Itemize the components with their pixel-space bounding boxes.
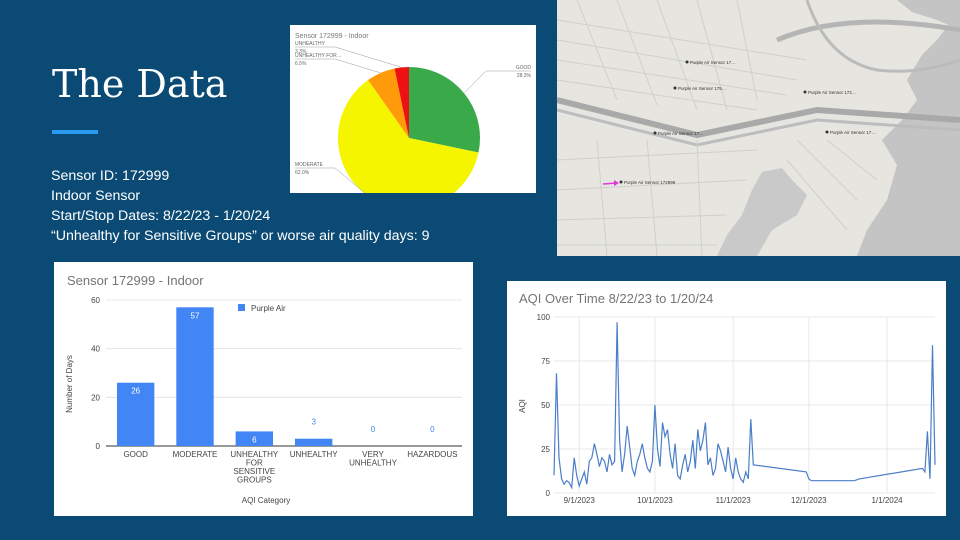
bar-x-tick-3: UNHEALTHY [290, 450, 339, 459]
bar-value-label-5: 0 [430, 425, 435, 434]
bar-x-tick-0: GOOD [123, 450, 148, 459]
line-x-tick: 1/1/2024 [871, 496, 903, 505]
bar-y-tick: 20 [91, 393, 100, 402]
pie-leader-1 [295, 167, 366, 193]
bar-x-axis-label: AQI Category [242, 496, 290, 505]
line-y-axis-label: AQI [518, 399, 527, 413]
pie-percent-3: 3.3% [295, 49, 307, 55]
bar-value-label-4: 0 [371, 425, 376, 434]
bar-x-tick-2: UNHEALTHY FOR SENSITIVE GROUPS [230, 450, 279, 485]
pie-label-2: UNHEALTHY FOR… [295, 53, 342, 59]
line-chart: AQI Over Time 8/22/23 to 1/20/24 0 25 50 75… [518, 291, 936, 505]
pie-percent-0: 28.3% [517, 73, 532, 79]
dates-line: Start/Stop Dates: 8/22/23 - 1/20/24 [51, 208, 271, 224]
pie-slice-2 [368, 68, 409, 138]
bar-y-tick: 0 [96, 442, 101, 451]
line-x-tick: 10/1/2023 [637, 496, 673, 505]
line-chart-panel: AQI Over Time 8/22/23 to 1/20/24 0 25 50 75… [507, 281, 946, 516]
line-x-tick: 9/1/2023 [564, 496, 596, 505]
bar-value-label-2: 6 [252, 435, 257, 444]
map-label-6: Purple Air Sensor 172999 [624, 180, 676, 185]
sensor-id-line: Sensor ID: 172999 [51, 168, 170, 184]
bar-y-axis-label: Number of Days [65, 355, 74, 413]
pie-slice-3 [394, 67, 409, 138]
arrow-head-icon [614, 180, 619, 186]
bar-y-tick: 40 [91, 345, 100, 354]
sensor-type-line: Indoor Sensor [51, 188, 141, 204]
map-label-1: Purple Air Sensor 17… [690, 60, 736, 65]
pie-title: Sensor 172999 - Indoor [295, 33, 369, 40]
pie-percent-1: 62.0% [295, 170, 310, 176]
line-x-tick: 12/1/2023 [791, 496, 827, 505]
pie-leader-0 [463, 70, 531, 94]
bar-x-tick-1: MODERATE [173, 450, 218, 459]
slide-title: The Data [52, 62, 228, 106]
map-label-4: Purple Air Sensor 17… [658, 131, 704, 136]
line-x-tick: 11/1/2023 [716, 496, 752, 505]
pie-percent-2: 6.5% [295, 61, 307, 67]
map-panel: Purple Air Sensor 17… Purple Air Sensor … [557, 0, 960, 256]
line-y-tick: 75 [541, 357, 550, 366]
line-chart-title: AQI Over Time 8/22/23 to 1/20/24 [519, 291, 713, 306]
sensor-info: Sensor ID: 172999 Indoor Sensor Start/St… [51, 166, 430, 246]
pie-label-0: GOOD [516, 65, 532, 71]
bar-chart-panel: Sensor 172999 - Indoor 0 20 40 60 26 57 6 3 0 0 … [54, 262, 473, 516]
bar-2 [235, 431, 274, 446]
pie-chart: Sensor 172999 - Indoor GOOD 28.3% MODERATE… [295, 33, 532, 193]
pie-leader-3 [295, 46, 402, 68]
pie-slice-0 [409, 67, 480, 153]
pie-slice-1 [338, 80, 479, 193]
legend-label: Purple Air [251, 304, 286, 313]
line-y-tick: 100 [537, 313, 551, 322]
bar-value-label-3: 3 [311, 418, 316, 427]
bar-0 [116, 382, 155, 446]
pie-leader-2 [295, 58, 381, 74]
bar-chart-title: Sensor 172999 - Indoor [67, 273, 204, 288]
unhealthy-days-line: “Unhealthy for Sensitive Groups” or wors… [51, 228, 430, 244]
map-label-5: Purple Air Sensor 17… [830, 130, 876, 135]
bar-value-label-0: 26 [131, 387, 140, 396]
bar-value-label-1: 57 [191, 311, 200, 320]
bar-y-tick: 60 [91, 296, 100, 305]
map-label-3: Purple Air Sensor 172… [808, 90, 856, 95]
line-y-tick: 25 [541, 445, 550, 454]
legend-swatch [238, 304, 245, 311]
pie-label-1: MODERATE [295, 162, 324, 168]
bar-x-tick-5: HAZARDOUS [407, 450, 457, 459]
bar-x-tick-4: VERY UNHEALTHY [349, 450, 398, 468]
line-y-tick: 0 [546, 489, 551, 498]
line-y-tick: 50 [541, 401, 550, 410]
street-map: Purple Air Sensor 17… Purple Air Sensor … [557, 0, 960, 256]
bar-3 [294, 438, 333, 446]
title-underline [52, 130, 98, 134]
pie-chart-panel: Sensor 172999 - Indoor GOOD 28.3% MODERATE… [290, 25, 536, 193]
bar-1 [176, 307, 214, 446]
map-label-2: Purple Air Sensor 175… [678, 86, 726, 91]
aqi-series-line [553, 322, 936, 490]
pie-label-3: UNHEALTHY [295, 41, 326, 47]
